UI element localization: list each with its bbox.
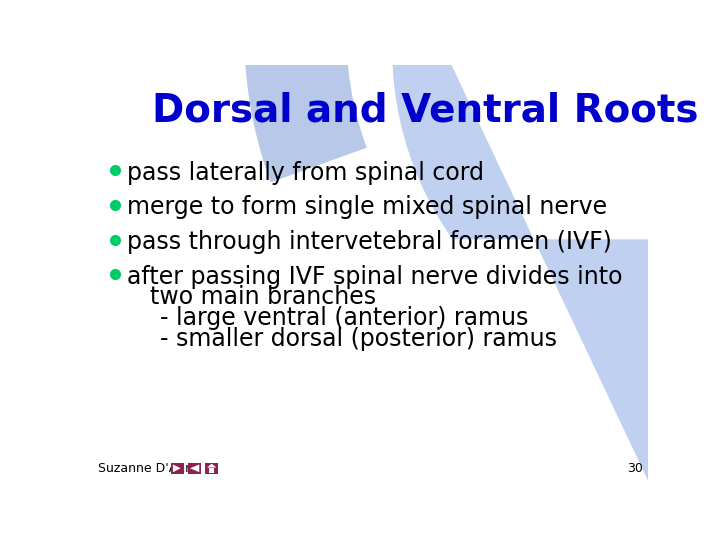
- Text: 30: 30: [627, 462, 644, 475]
- Text: Dorsal and Ventral Roots: Dorsal and Ventral Roots: [152, 92, 698, 130]
- FancyBboxPatch shape: [205, 463, 218, 474]
- Text: - large ventral (anterior) ramus: - large ventral (anterior) ramus: [160, 306, 528, 330]
- Polygon shape: [207, 464, 216, 468]
- Polygon shape: [190, 464, 199, 472]
- FancyBboxPatch shape: [171, 463, 184, 474]
- FancyBboxPatch shape: [189, 463, 201, 474]
- Text: two main branches: two main branches: [150, 285, 377, 309]
- Text: after passing IVF spinal nerve divides into: after passing IVF spinal nerve divides i…: [127, 265, 623, 288]
- Text: Suzanne D'Anna: Suzanne D'Anna: [98, 462, 200, 475]
- Text: merge to form single mixed spinal nerve: merge to form single mixed spinal nerve: [127, 195, 608, 219]
- Polygon shape: [173, 464, 181, 472]
- FancyBboxPatch shape: [210, 468, 214, 473]
- Text: - smaller dorsal (posterior) ramus: - smaller dorsal (posterior) ramus: [160, 327, 557, 351]
- Polygon shape: [245, 0, 474, 181]
- Polygon shape: [392, 0, 648, 481]
- Text: pass through intervetebral foramen (IVF): pass through intervetebral foramen (IVF): [127, 230, 612, 254]
- Text: pass laterally from spinal cord: pass laterally from spinal cord: [127, 160, 484, 185]
